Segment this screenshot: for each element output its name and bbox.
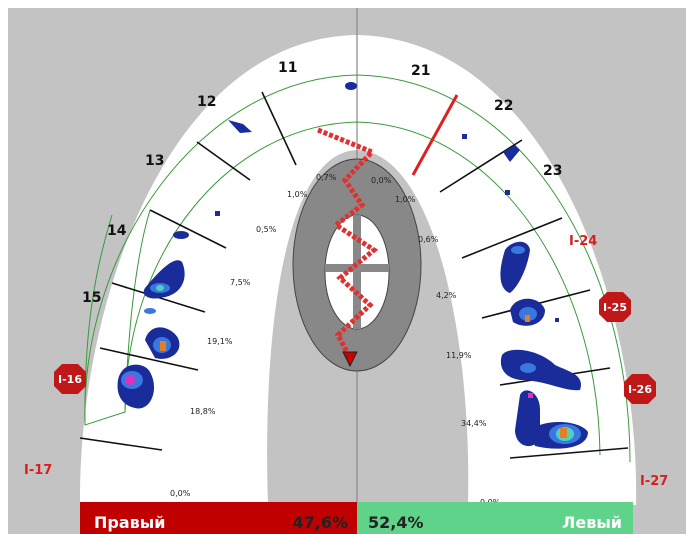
tooth-label: 21	[411, 63, 430, 79]
side-label: Правый	[94, 513, 165, 532]
implant-label: I-27	[640, 474, 668, 489]
percentage: 19,1%	[207, 337, 233, 346]
left-side-bar	[357, 502, 633, 534]
tooth-label: 15	[82, 290, 101, 306]
implant-badge	[624, 374, 656, 404]
trajectory-end	[342, 351, 358, 368]
right-side-bar	[80, 502, 357, 534]
percentage: 0,0%	[371, 176, 392, 185]
percentage: 7,5%	[230, 278, 251, 287]
tooth-label: 23	[543, 163, 562, 179]
implant-label: I-16	[58, 373, 82, 386]
percentage: 4,2%	[436, 291, 457, 300]
percentage: 11,9%	[446, 351, 472, 360]
percentage: 0,7%	[316, 173, 337, 182]
percentage: 34,4%	[461, 419, 487, 428]
tooth-label: 12	[197, 94, 216, 110]
side-percent: 52,4%	[368, 513, 424, 532]
implant-label: I-25	[603, 301, 627, 314]
percentage: 0,5%	[256, 225, 277, 234]
implant-badge	[599, 292, 631, 322]
arch-inner-line	[124, 121, 601, 456]
segment-outline	[84, 209, 151, 426]
side-label: Левый	[562, 513, 622, 532]
tooth-label: 22	[494, 98, 513, 114]
implant-markers: I-16 I-25 I-26 I-17 I-24 I-27	[24, 234, 668, 489]
percentages: 0,7% 0,0% 1,0% 1,0% 0,5% 0,6% 7,5% 4,2% …	[170, 173, 501, 507]
contacts	[117, 82, 588, 449]
arch-outer-line	[84, 74, 631, 463]
percentage: 18,8%	[190, 407, 216, 416]
tooth-label: 11	[278, 60, 297, 76]
implant-label: I-17	[24, 463, 52, 478]
selected-divider	[411, 94, 459, 176]
percentage: 1,0%	[395, 195, 416, 204]
tooth-label: 13	[145, 153, 164, 169]
implant-label: I-26	[628, 383, 652, 396]
side-percent: 47,6%	[292, 513, 348, 532]
tooth-labels: 11 12 13 14 15 21 22 23	[82, 60, 562, 306]
percentage: 0,6%	[418, 235, 439, 244]
crosshair	[353, 215, 361, 329]
implant-badge	[54, 364, 86, 394]
implant-label: I-24	[569, 234, 597, 249]
force-trajectory	[317, 127, 379, 360]
percentage: 0,0%	[170, 489, 191, 498]
tooth-label: 14	[107, 223, 127, 239]
percentage: 1,0%	[287, 190, 308, 199]
